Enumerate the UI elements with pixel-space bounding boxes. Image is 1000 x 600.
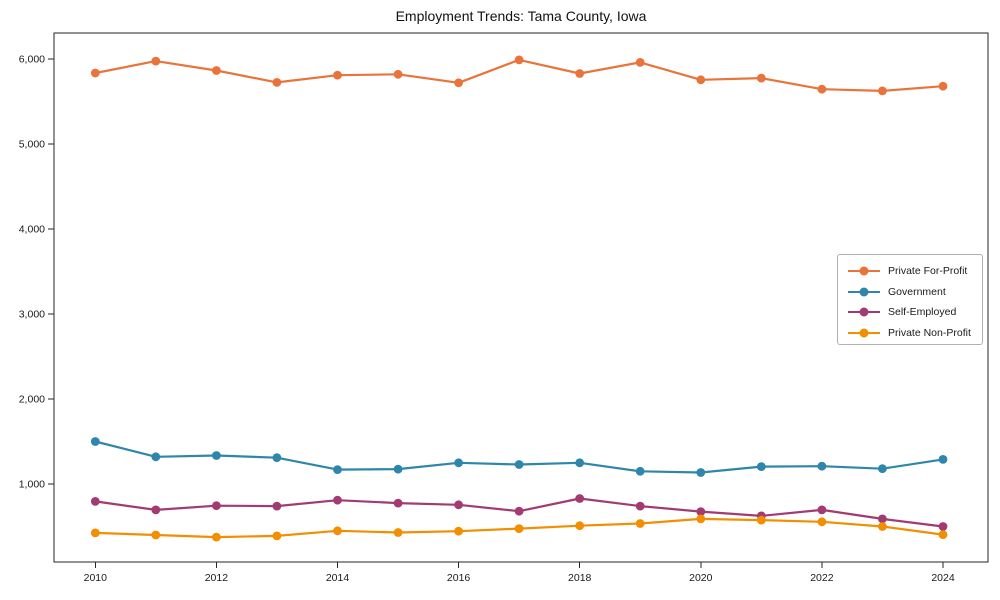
y-tick-label: 5,000: [19, 139, 45, 151]
data-point-private-non-profit: [272, 531, 282, 541]
data-point-self-employed: [393, 498, 403, 508]
data-point-government: [90, 437, 100, 446]
data-point-private-non-profit: [151, 530, 161, 540]
y-tick-label: 6,000: [19, 54, 45, 66]
legend-label: Private Non-Profit: [888, 326, 971, 339]
data-point-private-for-profit: [333, 70, 342, 80]
data-point-private-for-profit: [393, 69, 403, 79]
legend-marker-icon: [859, 307, 869, 317]
legend-label: Private For-Profit: [888, 265, 968, 278]
data-point-government: [817, 461, 827, 471]
data-point-self-employed: [333, 495, 342, 505]
data-point-private-for-profit: [272, 78, 282, 87]
data-point-government: [151, 452, 161, 462]
legend-item-self-employed: Self-Employed: [848, 302, 976, 323]
legend-item-government: Government: [848, 282, 976, 303]
data-point-government: [333, 465, 342, 474]
data-point-private-non-profit: [696, 514, 706, 524]
x-tick-label: 2020: [689, 572, 713, 584]
data-point-private-for-profit: [817, 84, 827, 94]
data-point-government: [696, 468, 706, 477]
legend-label: Government: [888, 285, 946, 298]
data-point-government: [393, 464, 403, 474]
data-point-private-for-profit: [454, 78, 463, 88]
data-point-private-non-profit: [756, 515, 766, 525]
data-point-self-employed: [575, 494, 585, 503]
x-tick-label: 2022: [810, 572, 834, 584]
legend-line-sample: [848, 307, 880, 317]
data-point-self-employed: [90, 497, 100, 506]
legend-line-sample: [848, 287, 880, 297]
legend-label: Self-Employed: [888, 306, 957, 319]
data-point-self-employed: [212, 501, 221, 511]
data-point-private-non-profit: [90, 528, 100, 538]
data-point-private-non-profit: [938, 530, 948, 539]
legend-marker-icon: [859, 287, 869, 297]
data-point-private-for-profit: [212, 66, 221, 75]
data-point-government: [212, 451, 221, 460]
data-point-government: [575, 458, 585, 468]
data-point-government: [756, 462, 766, 471]
data-point-government: [938, 455, 948, 464]
legend-line-sample: [848, 266, 880, 276]
x-tick-label: 2024: [931, 572, 955, 584]
data-point-self-employed: [938, 522, 948, 531]
data-point-private-non-profit: [212, 532, 221, 542]
legend-marker-icon: [859, 266, 869, 276]
data-point-private-for-profit: [514, 55, 524, 65]
y-tick-label: 2,000: [19, 394, 45, 406]
data-point-private-non-profit: [333, 526, 342, 536]
legend-item-private-for-profit: Private For-Profit: [848, 261, 976, 282]
data-point-self-employed: [272, 501, 282, 511]
data-point-private-non-profit: [635, 519, 645, 528]
plot-border: [53, 32, 989, 563]
legend-line-sample: [848, 328, 880, 338]
data-point-government: [878, 464, 887, 474]
data-point-government: [514, 460, 524, 469]
data-point-private-non-profit: [393, 528, 403, 537]
data-point-private-for-profit: [938, 81, 948, 91]
data-point-private-non-profit: [454, 526, 463, 536]
x-tick-label: 2016: [447, 572, 471, 584]
chart-title: Employment Trends: Tama County, Iowa: [395, 8, 647, 24]
y-tick-label: 3,000: [19, 309, 45, 321]
data-point-private-for-profit: [878, 86, 887, 96]
data-point-private-for-profit: [635, 58, 645, 67]
data-point-government: [272, 453, 282, 463]
x-tick-label: 2010: [84, 572, 108, 584]
data-point-government: [454, 458, 463, 468]
data-point-self-employed: [454, 500, 463, 510]
y-tick-label: 4,000: [19, 224, 45, 236]
x-tick-label: 2018: [568, 572, 592, 584]
data-point-self-employed: [151, 505, 161, 515]
data-point-private-for-profit: [151, 56, 161, 66]
data-point-private-for-profit: [575, 69, 585, 78]
data-point-self-employed: [817, 505, 827, 515]
legend: Private For-Profit Government Self-Employe…: [837, 254, 983, 345]
data-point-self-employed: [696, 507, 706, 516]
data-point-private-non-profit: [514, 524, 524, 533]
data-point-self-employed: [878, 514, 887, 524]
data-point-self-employed: [635, 501, 645, 511]
data-point-government: [635, 466, 645, 476]
data-point-private-non-profit: [817, 517, 827, 527]
legend-marker-icon: [859, 328, 869, 338]
data-point-private-non-profit: [575, 521, 585, 531]
x-tick-label: 2012: [205, 572, 229, 584]
legend-item-private-non-profit: Private Non-Profit: [848, 323, 976, 344]
data-point-private-for-profit: [90, 68, 100, 78]
data-point-private-non-profit: [878, 522, 887, 531]
x-tick-label: 2014: [326, 572, 350, 584]
data-point-self-employed: [514, 506, 524, 516]
data-point-private-for-profit: [756, 73, 766, 83]
y-tick-label: 1,000: [19, 479, 45, 491]
series-line-private-for-profit: [94, 58, 945, 93]
data-point-private-for-profit: [696, 75, 706, 85]
